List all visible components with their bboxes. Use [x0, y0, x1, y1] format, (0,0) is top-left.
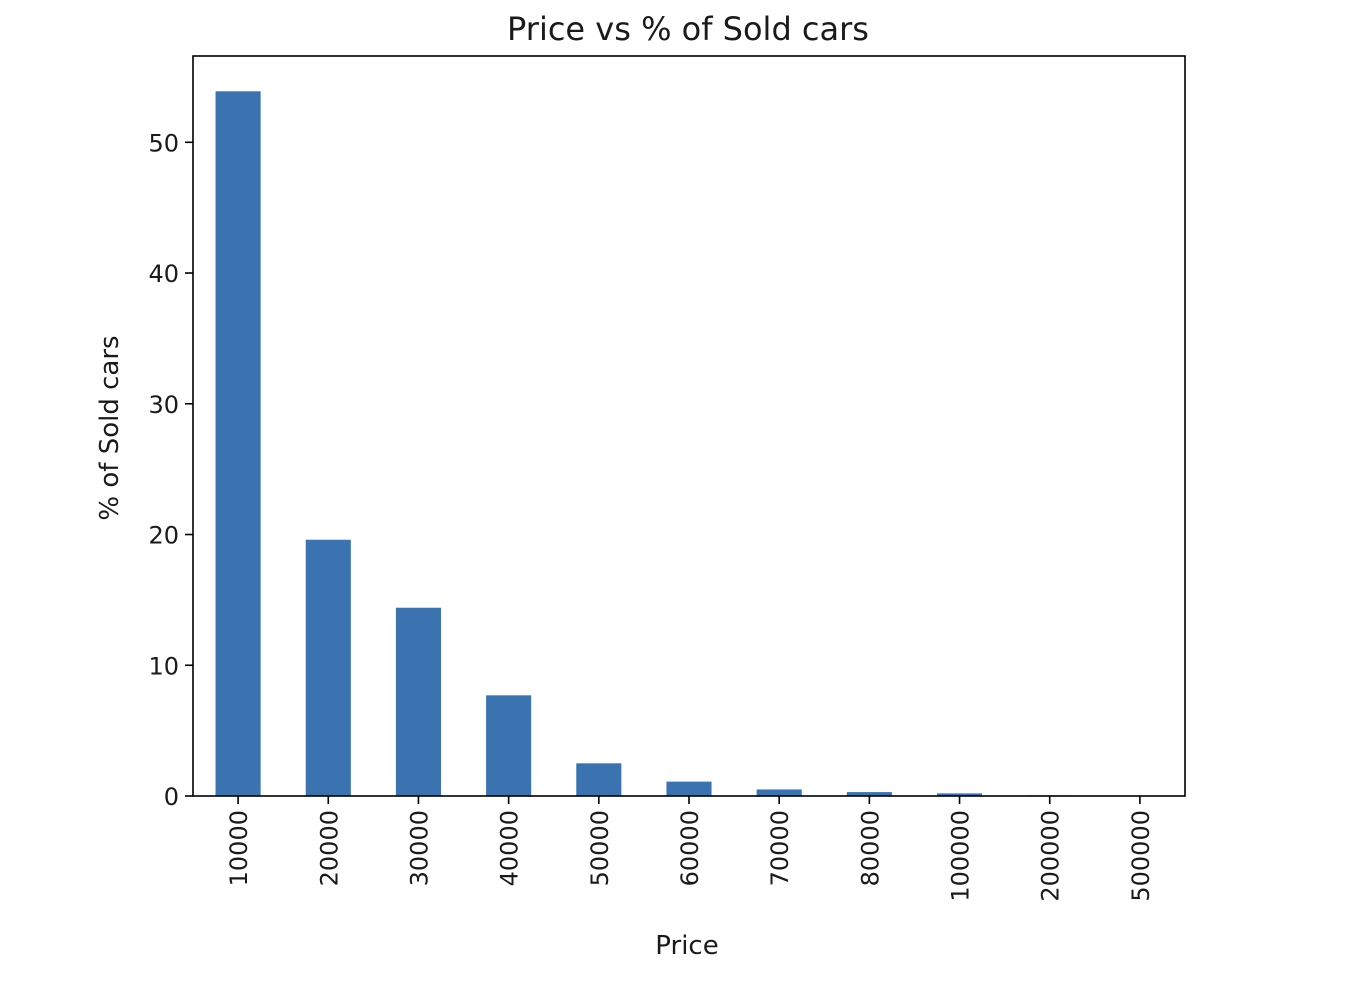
y-tick-label: 20 [148, 522, 179, 550]
x-tick-label: 40000 [496, 810, 524, 886]
bar-60000 [666, 782, 711, 796]
x-tick-label: 70000 [766, 810, 794, 886]
x-tick-label: 200000 [1037, 810, 1065, 902]
bar-series [216, 91, 1163, 796]
x-tick-label: 20000 [315, 810, 343, 886]
y-tick-label: 0 [164, 783, 179, 811]
y-tick-label: 30 [148, 391, 179, 419]
bar-70000 [757, 789, 802, 796]
x-tick-label: 10000 [225, 810, 253, 886]
y-tick-label: 50 [148, 129, 179, 157]
x-tick-label: 60000 [676, 810, 704, 886]
x-axis-label: Price [655, 931, 718, 961]
y-axis-label: % of Sold cars [95, 335, 125, 520]
y-tick-label: 10 [148, 652, 179, 680]
x-tick-label: 500000 [1127, 810, 1155, 902]
y-axis: 0 10 20 30 40 50 [148, 129, 193, 811]
bar-10000 [216, 91, 261, 796]
bar-20000 [306, 540, 351, 796]
x-tick-label: 30000 [405, 810, 433, 886]
y-tick-label: 40 [148, 260, 179, 288]
x-axis: 10000 20000 30000 40000 50000 60000 70000 80000… [225, 796, 1155, 902]
x-tick-label: 100000 [947, 810, 975, 902]
bar-40000 [486, 695, 531, 796]
x-tick-label: 80000 [856, 810, 884, 886]
bar-50000 [576, 763, 621, 796]
bar-30000 [396, 608, 441, 796]
x-tick-label: 50000 [586, 810, 614, 886]
chart-title: Price vs % of Sold cars [507, 10, 869, 48]
